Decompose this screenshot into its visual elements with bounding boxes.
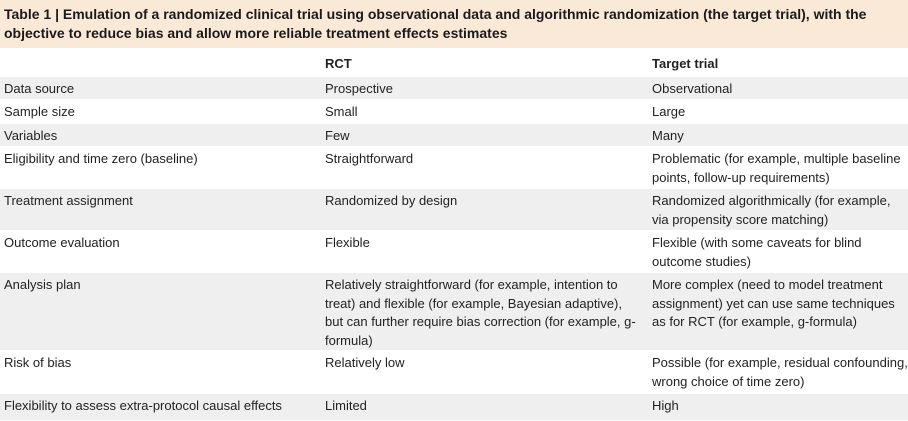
table-row: Data source Prospective Observational [0,77,908,100]
table-cell: High [652,398,679,413]
table: RCT Target trial Data source Prospective Obs… [0,52,908,421]
column-header: Target trial [652,56,719,71]
table-cell: Risk of bias [4,355,72,370]
table-cell: Analysis plan [4,277,81,292]
table-cell: Variables [4,128,58,143]
table-cell: Flexible [325,235,370,250]
table-cell: Relatively straightforward (for example,… [325,277,636,348]
table-cell: Prospective [325,81,393,96]
table-row: Outcome evaluation Flexible Flexible (with… [0,231,908,273]
table-cell: Eligibility and time zero (baseline) [4,151,198,166]
table-cell: Flexible (with some caveats for blind ou… [652,235,862,269]
table-cell: Limited [325,398,367,413]
header-row: RCT Target trial [0,52,908,77]
table-row: Sample size Small Large [0,100,908,124]
table-row: Treatment assignment Randomized by design… [0,189,908,231]
table-cell: Data source [4,81,75,96]
table-cell: Flexibility to assess extra-protocol cau… [4,398,282,413]
table-row: Analysis plan Relatively straightforward … [0,273,908,351]
table-cell: Small [325,104,358,119]
table-cell: Treatment assignment [4,193,133,208]
column-header: RCT [325,56,352,71]
table-cell: Straightforward [325,151,414,166]
table-cell: Relatively low [325,355,405,370]
table-row: Risk of bias Relatively low Possible (for … [0,351,908,394]
table-cell: Many [652,128,684,143]
table-cell: Randomized by design [325,193,458,208]
table-cell: Few [325,128,350,143]
table-row: Flexibility to assess extra-protocol cau… [0,394,908,421]
table-cell: Sample size [4,104,75,119]
table-cell: Problematic (for example, multiple basel… [652,151,901,185]
table-cell: More complex (need to model treatment as… [652,277,895,329]
table-row: Variables Few Many [0,124,908,147]
table-cell: Outcome evaluation [4,235,120,250]
table-cell: Possible (for example, residual confound… [652,355,908,389]
table-cell: Large [652,104,686,119]
table-row: Eligibility and time zero (baseline) Stra… [0,147,908,189]
table-cell: Observational [652,81,733,96]
table-cell: Randomized algorithmically (for example,… [652,193,891,227]
table-title: Table 1 | Emulation of a randomized clin… [0,0,908,48]
